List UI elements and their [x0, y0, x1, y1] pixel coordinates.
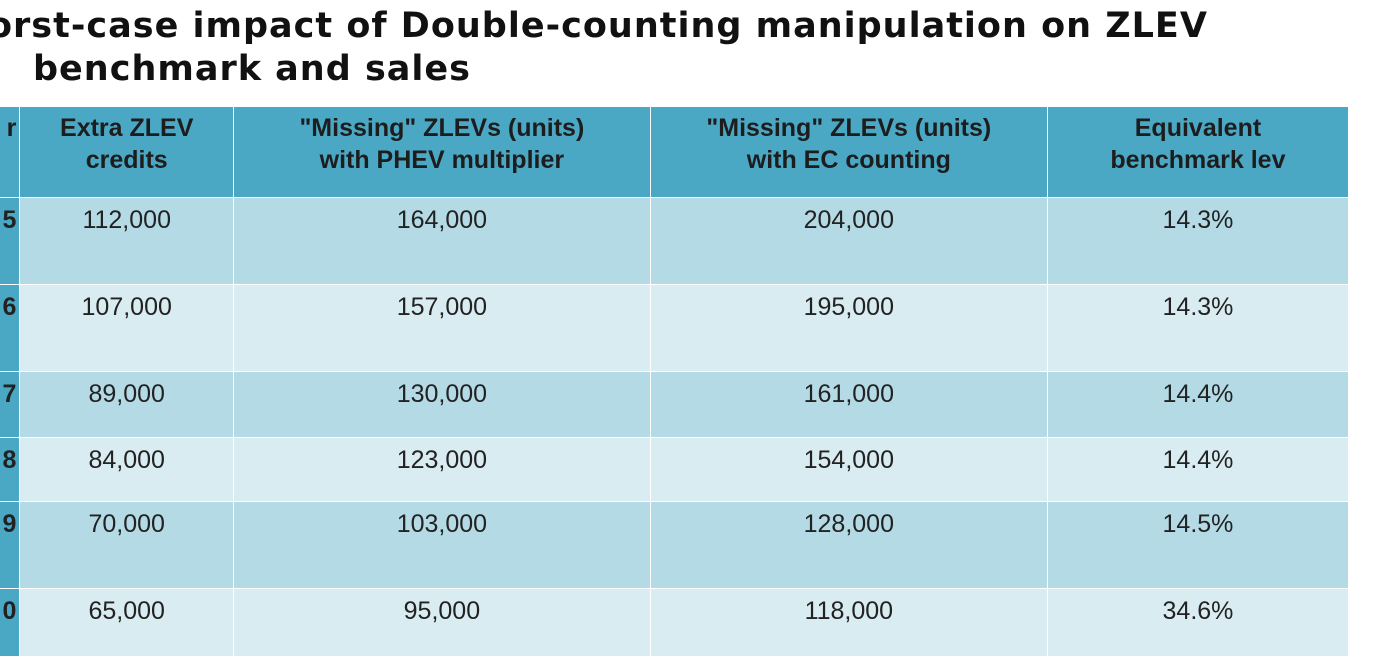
- page-title: orst-case impact of Double-counting mani…: [0, 0, 1376, 100]
- cell-benchmark: 14.3%: [1046, 284, 1350, 372]
- title-line-1: orst-case impact of Double-counting mani…: [0, 6, 1208, 46]
- cell-extra-credits: 107,000: [19, 284, 235, 372]
- cell-missing-ec: 154,000: [649, 437, 1048, 502]
- header-missing-ec: "Missing" ZLEVs (units) with EC counting: [649, 106, 1048, 198]
- cell-year: 7: [0, 371, 21, 438]
- header-missing-ec-line1: "Missing" ZLEVs (units): [706, 114, 992, 142]
- header-missing-phev-line1: "Missing" ZLEVs (units): [299, 114, 585, 142]
- header-missing-ec-line2: with EC counting: [746, 146, 951, 174]
- cell-missing-phev: 95,000: [233, 588, 651, 657]
- header-extra-credits-line2: credits: [85, 146, 168, 174]
- cell-benchmark: 34.6%: [1046, 588, 1350, 657]
- cell-missing-ec: 195,000: [649, 284, 1048, 372]
- header-row: r Extra ZLEV credits "Missing" ZLEVs (un…: [0, 106, 1350, 198]
- header-year: r: [0, 106, 21, 198]
- table-container: r Extra ZLEV credits "Missing" ZLEVs (un…: [0, 106, 1376, 658]
- cell-missing-phev: 130,000: [233, 371, 651, 438]
- table-row: 0 65,000 95,000 118,000 34.6%: [0, 588, 1350, 657]
- cell-extra-credits: 70,000: [19, 501, 235, 589]
- cell-year: 8: [0, 437, 21, 502]
- cell-year: 5: [0, 197, 21, 285]
- cell-year: 6: [0, 284, 21, 372]
- header-benchmark-line2: benchmark lev: [1110, 146, 1286, 174]
- cell-benchmark: 14.4%: [1046, 371, 1350, 438]
- table-row: 7 89,000 130,000 161,000 14.4%: [0, 371, 1350, 438]
- cell-extra-credits: 84,000: [19, 437, 235, 502]
- header-extra-credits: Extra ZLEV credits: [19, 106, 235, 198]
- data-table: r Extra ZLEV credits "Missing" ZLEVs (un…: [0, 106, 1350, 657]
- cell-missing-ec: 204,000: [649, 197, 1048, 285]
- cell-missing-phev: 164,000: [233, 197, 651, 285]
- table-row: 5 112,000 164,000 204,000 14.3%: [0, 197, 1350, 285]
- header-benchmark-line1: Equivalent: [1134, 114, 1262, 142]
- cell-year: 0: [0, 588, 21, 657]
- table-row: 6 107,000 157,000 195,000 14.3%: [0, 284, 1350, 372]
- cell-missing-ec: 128,000: [649, 501, 1048, 589]
- cell-year: 9: [0, 501, 21, 589]
- cell-benchmark: 14.5%: [1046, 501, 1350, 589]
- header-missing-phev-line2: with PHEV multiplier: [319, 146, 565, 174]
- cell-missing-phev: 123,000: [233, 437, 651, 502]
- cell-missing-ec: 161,000: [649, 371, 1048, 438]
- header-year-line1: r: [6, 114, 17, 142]
- table-row: 8 84,000 123,000 154,000 14.4%: [0, 437, 1350, 502]
- cell-extra-credits: 89,000: [19, 371, 235, 438]
- cell-benchmark: 14.4%: [1046, 437, 1350, 502]
- header-extra-credits-line1: Extra ZLEV: [60, 114, 194, 142]
- cell-extra-credits: 65,000: [19, 588, 235, 657]
- cell-benchmark: 14.3%: [1046, 197, 1350, 285]
- cell-extra-credits: 112,000: [19, 197, 235, 285]
- cell-missing-ec: 118,000: [649, 588, 1048, 657]
- table-row: 9 70,000 103,000 128,000 14.5%: [0, 501, 1350, 589]
- cell-missing-phev: 103,000: [233, 501, 651, 589]
- cell-missing-phev: 157,000: [233, 284, 651, 372]
- header-missing-phev: "Missing" ZLEVs (units) with PHEV multip…: [233, 106, 651, 198]
- title-line-2: benchmark and sales: [33, 49, 471, 89]
- header-benchmark: Equivalent benchmark lev: [1046, 106, 1350, 198]
